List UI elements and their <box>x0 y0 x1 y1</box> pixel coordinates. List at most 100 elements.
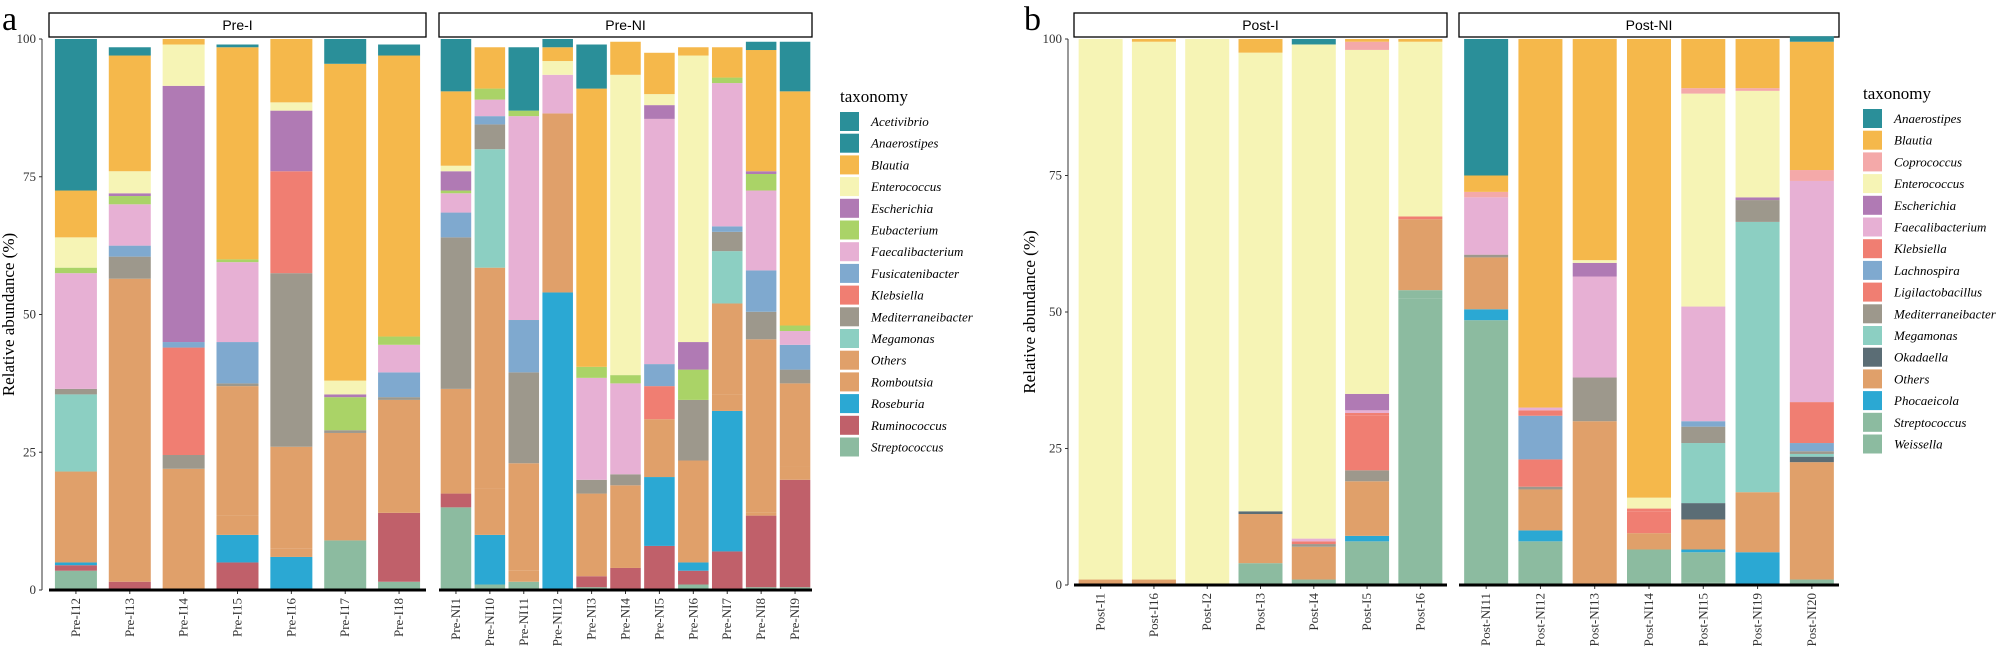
legend-entry: Faecalibacterium <box>1893 220 1986 235</box>
bar-segment-eubacterium <box>440 190 472 194</box>
legend-swatch <box>1863 239 1882 259</box>
bar-segment-faecalibacterium <box>610 383 641 475</box>
bar-segment-others <box>1398 219 1443 291</box>
bar-segment-enterococcus <box>1185 39 1230 585</box>
bar-segment-eubacterium <box>745 173 777 191</box>
bar-segment-romboutsia <box>711 394 743 411</box>
x-tick-label: Post-NI19 <box>1750 593 1765 646</box>
bar-segment-blautia <box>1518 39 1563 408</box>
bar-segment-klebsiella <box>1518 410 1563 416</box>
legend-swatch <box>840 198 859 218</box>
bar-segment-others <box>1345 481 1390 536</box>
bar-segment-faecalibacterium <box>216 262 259 343</box>
bar-segment-faecalibacterium <box>1681 306 1726 422</box>
bar-segment-enterococcus <box>1078 39 1123 580</box>
bar-segment-others <box>216 386 259 516</box>
bar-segment-faecalibacterium <box>108 204 151 246</box>
bar-segment-phocaeicola <box>1464 309 1509 321</box>
x-tick-label: Post-NI13 <box>1587 593 1602 646</box>
bar-segment-romboutsia <box>270 548 313 557</box>
bar-segment-ruminococcus <box>678 570 709 585</box>
bar-segment-mediterraneibacter <box>1291 544 1336 547</box>
bar-pre-ni12 <box>542 39 573 590</box>
bar-segment-others <box>1681 519 1726 550</box>
bar-segment-eubacterium <box>324 397 367 431</box>
bar-pre-i14 <box>162 39 205 590</box>
bar-post-i2 <box>1185 39 1230 585</box>
bar-segment-blautia <box>711 47 743 78</box>
legend-swatch <box>840 133 859 153</box>
bar-post-ni15 <box>1681 39 1726 585</box>
bar-segment-megamonas <box>1735 221 1780 493</box>
bar-segment-anaerostipes <box>576 44 607 89</box>
bar-pre-i17 <box>324 39 367 590</box>
bar-segment-blautia <box>644 52 675 95</box>
bar-segment-others <box>270 446 313 549</box>
bar-segment-eubacterium <box>378 336 421 345</box>
bar-segment-ruminococcus <box>378 512 421 582</box>
legend-swatch <box>840 155 859 175</box>
facet-strip-label: Pre-NI <box>605 17 645 33</box>
bar-post-i16 <box>1131 39 1176 585</box>
bar-segment-streptococcus <box>1464 320 1509 585</box>
legend-swatch <box>840 372 859 392</box>
bar-segment-megamonas <box>711 251 743 304</box>
x-tick-label: Pre-I12 <box>68 598 83 637</box>
bar-segment-blautia <box>216 47 259 260</box>
x-tick-label: Pre-NI6 <box>685 598 700 640</box>
bar-segment-enterococcus <box>54 237 97 268</box>
bar-post-i1 <box>1078 39 1123 585</box>
bar-segment-mediterraneibacter <box>54 388 97 395</box>
bar-segment-enterococcus <box>1291 44 1336 539</box>
x-tick-label: Pre-NI4 <box>618 598 633 640</box>
bar-segment-klebsiella <box>162 347 205 456</box>
bar-segment-fusicatenibacter <box>440 212 472 238</box>
bar-segment-faecalibacterium <box>378 344 421 373</box>
facet-pre-i: Pre-I Pre-I12 Pre-I13 Pre-I14 Pre-I15 Pre-I16… <box>48 12 427 637</box>
bar-segment-anaerostipes <box>1291 39 1336 45</box>
x-tick-label: Post-NI11 <box>1478 593 1493 646</box>
bar-segment-mediterraneibacter <box>324 430 367 433</box>
bar-segment-ruminococcus <box>711 551 743 590</box>
bar-segment-phocaeicola <box>1518 530 1563 542</box>
bar-segment-streptococcus <box>1291 579 1336 585</box>
bar-post-ni20 <box>1789 36 1834 585</box>
bar-segment-mediterraneibacter <box>216 383 259 387</box>
bar-segment-blautia <box>1789 41 1834 171</box>
legend-swatch <box>1863 174 1882 194</box>
legend-entry: Klebsiella <box>1893 241 1947 256</box>
bar-segment-blautia <box>678 47 709 56</box>
bar-segment-ruminococcus <box>108 581 151 590</box>
bar-segment-romboutsia <box>216 515 259 535</box>
bar-segment-ruminococcus <box>779 479 811 588</box>
facet-strip <box>438 12 813 38</box>
bar-segment-megamonas <box>474 149 506 268</box>
legend-swatch <box>840 329 859 348</box>
bar-segment-blautia <box>610 41 641 75</box>
bar-segment-anaerostipes <box>324 39 367 64</box>
bar-segment-ruminococcus <box>610 567 641 590</box>
y-axis-title: Relative abundance (%) <box>1020 230 1039 393</box>
bar-segment-enterococcus <box>1735 90 1780 198</box>
bar-segment-blautia <box>1627 39 1671 498</box>
bar-segment-fusicatenibacter <box>108 245 151 257</box>
x-tick-label: Post-I5 <box>1359 593 1374 631</box>
y-tick-label: 50 <box>1049 304 1062 319</box>
bar-post-ni14 <box>1627 39 1671 585</box>
bar-pre-i12 <box>54 39 97 590</box>
bar-pre-ni10 <box>474 47 506 590</box>
bar-segment-escherichia <box>324 394 367 398</box>
bar-segment-others <box>711 303 743 395</box>
legend-entry: Faecalibacterium <box>870 244 963 259</box>
legend-title: taxonomy <box>1863 84 1931 103</box>
bar-segment-escherichia <box>745 171 777 174</box>
legend-entry: Enterococcus <box>1893 176 1964 191</box>
bar-segment-mediterraneibacter <box>779 369 811 384</box>
legend-swatch <box>1863 369 1882 389</box>
bar-segment-anaerostipes <box>1789 36 1834 42</box>
bar-segment-faecalibacterium <box>745 190 777 271</box>
bar-segment-anaerostipes <box>508 47 540 111</box>
bar-segment-klebsiella <box>644 386 675 420</box>
